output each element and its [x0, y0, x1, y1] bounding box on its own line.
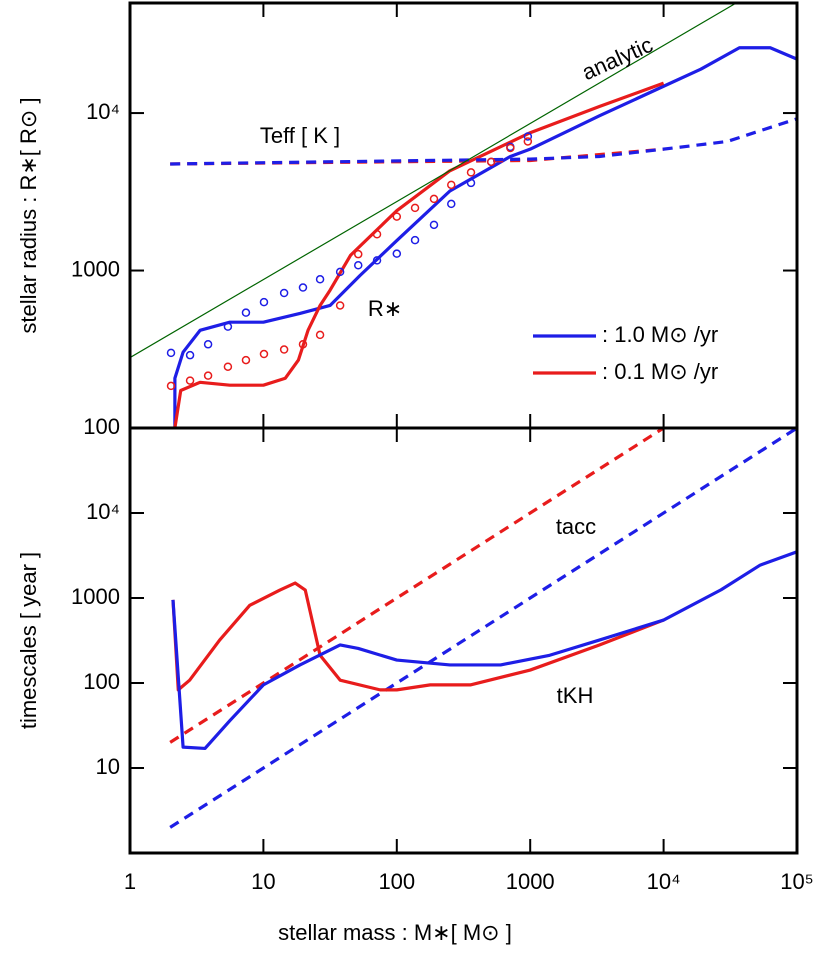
series-line [173, 46, 797, 428]
series-line [170, 117, 797, 166]
data-point [410, 235, 420, 245]
data-point [392, 249, 402, 258]
legend-label: : 1.0 M⊙ /yr [602, 322, 718, 347]
data-point [447, 199, 456, 209]
data-point [166, 381, 176, 391]
x-tick-label: 1 [124, 869, 136, 894]
data-point [166, 348, 176, 358]
data-point [506, 143, 515, 153]
x-axis-label: stellar mass : M∗[ M⊙ ] [278, 920, 512, 945]
data-point [429, 194, 439, 204]
y-tick-label: 10⁴ [86, 99, 120, 124]
series-line [171, 581, 665, 692]
x-tick-label: 100 [378, 869, 415, 894]
annotation: analytic [578, 32, 656, 85]
y-tick-label: 1000 [71, 584, 120, 609]
data-point [185, 376, 195, 385]
annotation: tacc [556, 514, 596, 539]
data-point [466, 168, 476, 177]
series-line [171, 550, 797, 751]
data-point [223, 322, 233, 331]
plot-area [169, 428, 797, 829]
data-point [523, 132, 533, 141]
data-point [429, 220, 439, 230]
data-point [259, 297, 269, 307]
annotation: R∗ [368, 296, 402, 321]
data-point [392, 212, 402, 221]
y-axis-label: stellar radius : R∗[ R⊙ ] [16, 97, 41, 333]
data-point [298, 340, 308, 349]
data-point [241, 308, 251, 317]
y-axis-label: timescales [ year ] [16, 552, 41, 729]
x-tick-label: 10 [251, 869, 275, 894]
y-tick-label: 1000 [71, 256, 120, 281]
data-point [372, 256, 382, 265]
series-line [169, 428, 797, 829]
annotation: Teff [ K ] [260, 123, 340, 148]
data-point [279, 288, 289, 298]
series-line [130, 3, 737, 359]
plot-frame [128, 426, 799, 855]
data-point [315, 330, 325, 340]
legend-label: : 0.1 M⊙ /yr [602, 359, 718, 384]
data-point [447, 180, 456, 190]
x-tick-label: 1000 [506, 869, 555, 894]
data-point [486, 157, 496, 167]
data-point [353, 249, 363, 259]
data-point [466, 178, 476, 188]
series-line [173, 81, 665, 428]
y-tick-label: 100 [83, 414, 120, 439]
series-line [169, 428, 665, 744]
y-tick-label: 100 [83, 669, 120, 694]
data-point [335, 267, 345, 277]
data-point [335, 301, 345, 310]
data-point [298, 283, 308, 292]
data-point [223, 362, 233, 371]
data-point [259, 349, 269, 359]
data-point [279, 345, 289, 354]
y-tick-label: 10⁴ [86, 499, 120, 524]
data-point [203, 340, 213, 349]
y-tick-label: 10 [96, 754, 120, 779]
data-point [523, 137, 533, 146]
data-point [410, 203, 420, 213]
annotation: tKH [557, 683, 594, 708]
data-point [185, 350, 195, 360]
plot-area [130, 3, 797, 428]
x-tick-label: 10⁴ [647, 869, 681, 894]
data-point [372, 229, 382, 239]
data-point [315, 275, 325, 284]
data-point [353, 261, 363, 270]
data-point [203, 371, 213, 380]
data-point [241, 355, 251, 365]
x-tick-label: 10⁵ [780, 869, 814, 894]
